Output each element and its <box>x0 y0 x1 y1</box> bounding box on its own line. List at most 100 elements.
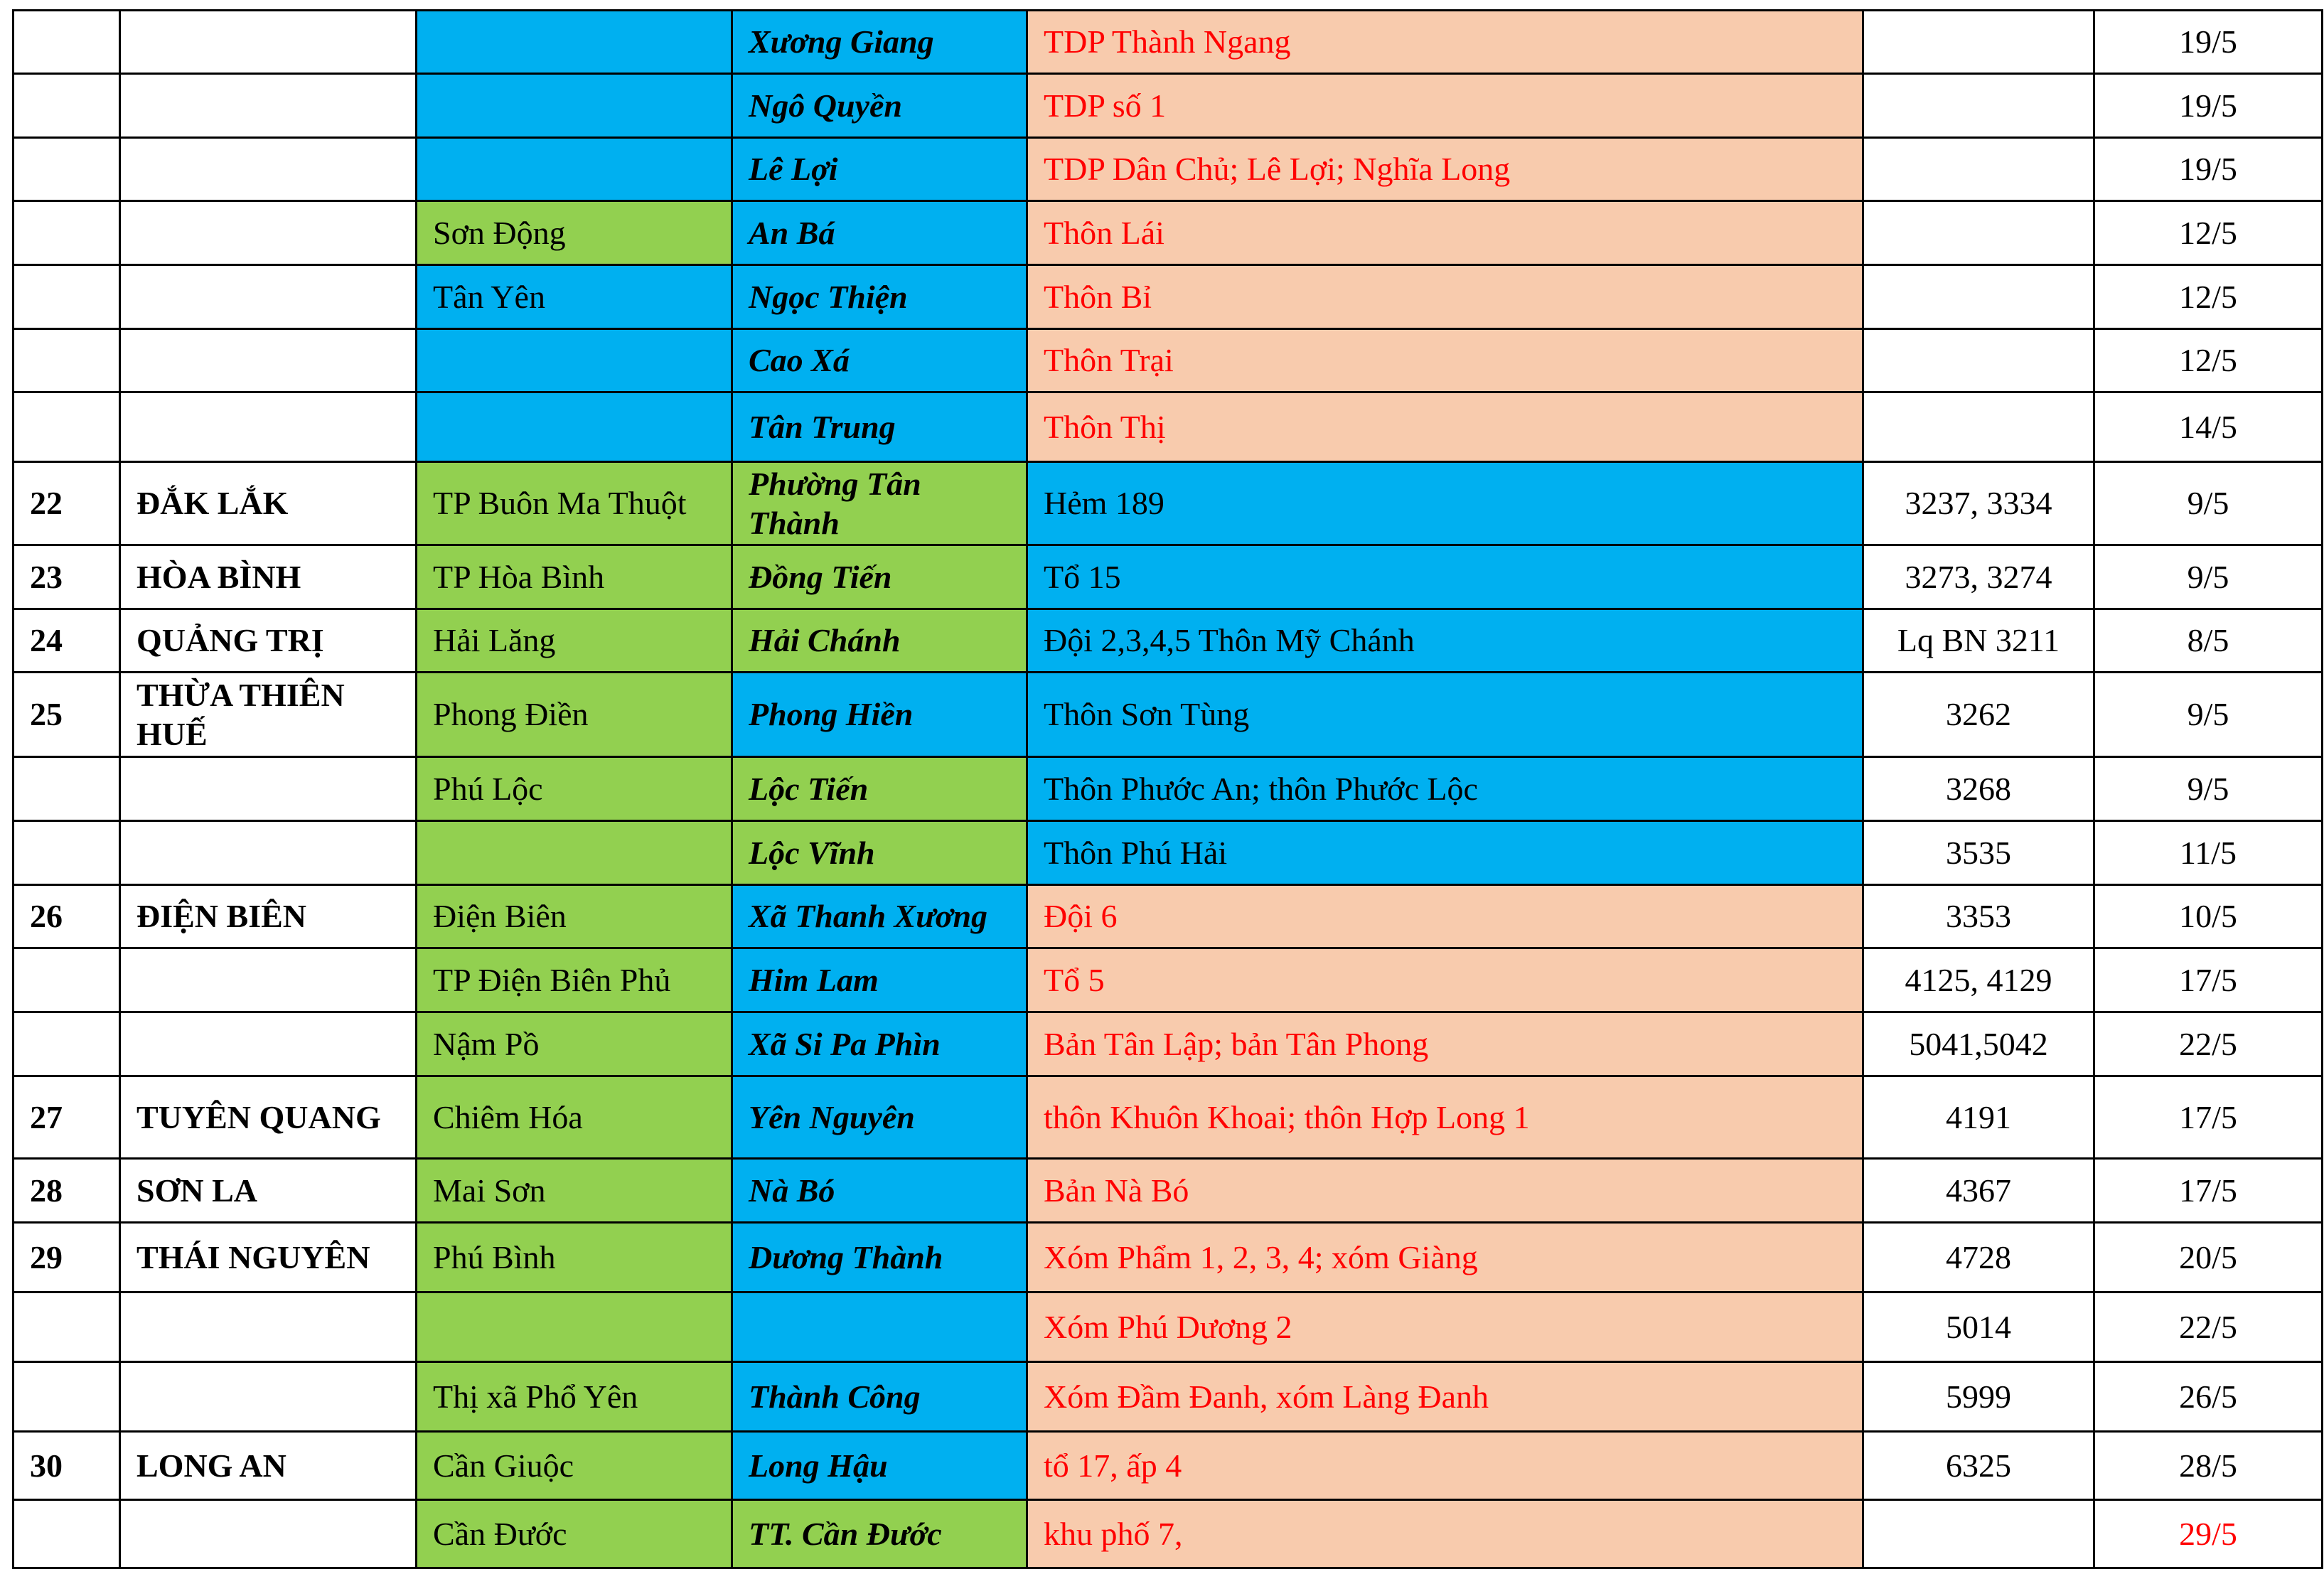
data-table: Xương Giang TDP Thành Ngang 19/5 Ngô Quyền T… <box>12 9 2323 1569</box>
table-row: Tân Trung Thôn Thị 14/5 <box>12 391 2323 463</box>
table-cell: Lộc Vĩnh <box>731 820 1028 886</box>
table-cell <box>119 1291 417 1363</box>
table-cell <box>12 391 121 463</box>
table-cell: 6325 <box>1862 1430 2095 1501</box>
table-row: Xương Giang TDP Thành Ngang 19/5 <box>12 9 2323 75</box>
table-cell: thôn Khuôn Khoai; thôn Hợp Long 1 <box>1026 1075 1864 1160</box>
table-cell: Yên Nguyên <box>731 1075 1028 1160</box>
table-cell <box>119 756 417 822</box>
table-cell: Điện Biên <box>415 884 733 949</box>
table-cell: Thôn Sơn Tùng <box>1026 671 1864 758</box>
table-cell <box>731 1291 1028 1363</box>
table-cell: Xóm Phẩm 1, 2, 3, 4; xóm Giàng <box>1026 1221 1864 1293</box>
table-row: Lê Lợi TDP Dân Chủ; Lê Lợi; Nghĩa Long 19/… <box>12 136 2323 202</box>
table-cell <box>1862 9 2095 75</box>
table-cell <box>12 947 121 1013</box>
table-cell: Bản Tân Lập; bản Tân Phong <box>1026 1011 1864 1077</box>
table-row: Thị xã Phổ Yên Thành Công Xóm Đầm Đanh, xó… <box>12 1361 2323 1433</box>
table-cell: 5999 <box>1862 1361 2095 1433</box>
table-row: 30 LONG AN Cần Giuộc Long Hậu tổ 17, ấp 4 632… <box>12 1430 2323 1501</box>
table-cell: Phú Lộc <box>415 756 733 822</box>
table-cell: 19/5 <box>2093 9 2323 75</box>
table-cell <box>119 136 417 202</box>
table-cell: Cần Giuộc <box>415 1430 733 1501</box>
table-cell: Mai Sơn <box>415 1157 733 1224</box>
table-cell: Thôn Bỉ <box>1026 264 1864 330</box>
table-cell: Xã Thanh Xương <box>731 884 1028 949</box>
table-cell <box>119 820 417 886</box>
table-cell: 22 <box>12 461 121 546</box>
table-cell: Xương Giang <box>731 9 1028 75</box>
table-cell: TP Hòa Bình <box>415 544 733 610</box>
table-cell: 28 <box>12 1157 121 1224</box>
table-cell: 3237, 3334 <box>1862 461 2095 546</box>
table-row: 22 ĐẮK LẮK TP Buôn Ma Thuột Phường Tân Thàn… <box>12 461 2323 546</box>
table-cell <box>415 9 733 75</box>
table-cell: 9/5 <box>2093 461 2323 546</box>
table-cell: Phong Điền <box>415 671 733 758</box>
table-cell: 8/5 <box>2093 608 2323 673</box>
table-cell: Long Hậu <box>731 1430 1028 1501</box>
table-cell <box>415 391 733 463</box>
table-cell: 3262 <box>1862 671 2095 758</box>
table-cell <box>12 9 121 75</box>
table-cell: 19/5 <box>2093 136 2323 202</box>
table-row: 23 HÒA BÌNH TP Hòa Bình Đồng Tiến Tổ 15 3273,… <box>12 544 2323 610</box>
table-cell: Ngọc Thiện <box>731 264 1028 330</box>
table-cell: 4367 <box>1862 1157 2095 1224</box>
table-cell: Cao Xá <box>731 328 1028 393</box>
table-cell <box>119 200 417 266</box>
table-cell: THÁI NGUYÊN <box>119 1221 417 1293</box>
table-cell <box>415 73 733 139</box>
table-cell <box>1862 136 2095 202</box>
table-row: 25 THỪA THIÊN HUẾ Phong Điền Phong Hiền Thôn… <box>12 671 2323 758</box>
table-cell: Thôn Lái <box>1026 200 1864 266</box>
table-cell <box>12 328 121 393</box>
table-cell <box>415 136 733 202</box>
table-cell: Đồng Tiến <box>731 544 1028 610</box>
table-cell <box>12 200 121 266</box>
table-cell: 10/5 <box>2093 884 2323 949</box>
table-cell: 17/5 <box>2093 947 2323 1013</box>
table-cell: 4191 <box>1862 1075 2095 1160</box>
table-cell: 3273, 3274 <box>1862 544 2095 610</box>
table-cell: 14/5 <box>2093 391 2323 463</box>
table-cell: Hẻm 189 <box>1026 461 1864 546</box>
table-cell: ĐIỆN BIÊN <box>119 884 417 949</box>
table-cell: Xã Si Pa Phìn <box>731 1011 1028 1077</box>
table-cell <box>12 1361 121 1433</box>
table-row: TP Điện Biên Phủ Him Lam Tổ 5 4125, 4129 17/… <box>12 947 2323 1013</box>
table-cell <box>415 328 733 393</box>
table-cell: 17/5 <box>2093 1157 2323 1224</box>
table-cell <box>415 820 733 886</box>
table-cell <box>1862 328 2095 393</box>
table-cell: khu phố 7, <box>1026 1499 1864 1569</box>
table-cell: Nà Bó <box>731 1157 1028 1224</box>
table-cell: 20/5 <box>2093 1221 2323 1293</box>
table-cell: 4728 <box>1862 1221 2095 1293</box>
table-row: Tân Yên Ngọc Thiện Thôn Bỉ 12/5 <box>12 264 2323 330</box>
table-cell <box>119 947 417 1013</box>
table-cell <box>12 136 121 202</box>
table-cell: 26/5 <box>2093 1361 2323 1433</box>
table-cell: Chiêm Hóa <box>415 1075 733 1160</box>
table-cell: Bản Nà Bó <box>1026 1157 1864 1224</box>
table-cell: Xóm Phú Dương 2 <box>1026 1291 1864 1363</box>
table-cell: 25 <box>12 671 121 758</box>
table-cell: 12/5 <box>2093 328 2323 393</box>
table-cell: Lộc Tiến <box>731 756 1028 822</box>
table-cell: 3268 <box>1862 756 2095 822</box>
table-cell: Nậm Pồ <box>415 1011 733 1077</box>
table-cell: 26 <box>12 884 121 949</box>
table-cell <box>119 1499 417 1569</box>
table-cell: 12/5 <box>2093 264 2323 330</box>
table-cell: Tân Trung <box>731 391 1028 463</box>
table-cell: THỪA THIÊN HUẾ <box>119 671 417 758</box>
table-cell: SƠN LA <box>119 1157 417 1224</box>
table-cell <box>12 1499 121 1569</box>
table-cell: TDP Thành Ngang <box>1026 9 1864 75</box>
table-cell: Thôn Phú Hải <box>1026 820 1864 886</box>
table-cell <box>12 1011 121 1077</box>
table-cell: Thôn Trại <box>1026 328 1864 393</box>
